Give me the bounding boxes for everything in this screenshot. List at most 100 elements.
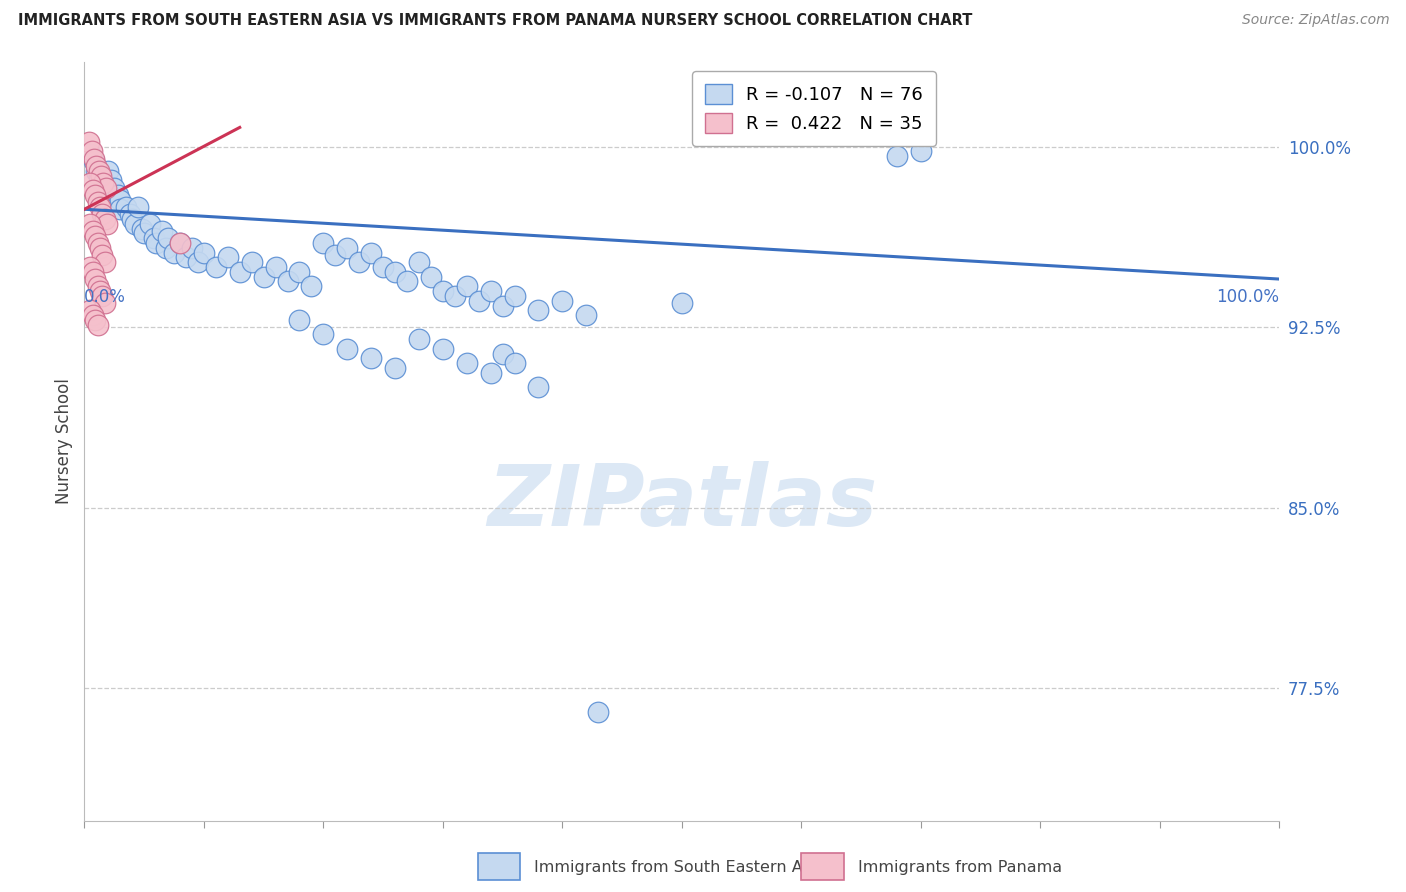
Point xyxy=(169,235,191,250)
Point xyxy=(86,159,108,173)
Point xyxy=(94,180,117,194)
Point xyxy=(86,235,108,250)
Point xyxy=(456,356,478,370)
Point xyxy=(205,260,228,274)
Point xyxy=(360,245,382,260)
Point xyxy=(142,231,165,245)
Point xyxy=(89,284,111,298)
Point xyxy=(384,361,406,376)
Point xyxy=(288,265,311,279)
Point xyxy=(127,200,149,214)
Point xyxy=(492,299,515,313)
Point xyxy=(93,176,115,190)
Point xyxy=(181,241,204,255)
Point xyxy=(408,255,430,269)
Point xyxy=(100,173,122,187)
Point xyxy=(551,293,574,308)
Point xyxy=(83,154,105,169)
Point xyxy=(82,224,104,238)
Point xyxy=(132,227,156,241)
Text: Immigrants from Panama: Immigrants from Panama xyxy=(858,860,1062,874)
Point xyxy=(420,269,443,284)
Point xyxy=(336,241,359,255)
Text: Source: ZipAtlas.com: Source: ZipAtlas.com xyxy=(1241,13,1389,28)
Point xyxy=(84,187,107,202)
Point xyxy=(79,303,101,318)
Point xyxy=(103,180,125,194)
Point xyxy=(91,207,114,221)
Point xyxy=(124,217,146,231)
Point xyxy=(288,313,311,327)
Text: 100.0%: 100.0% xyxy=(1216,288,1279,306)
Point xyxy=(492,347,515,361)
Point xyxy=(110,202,132,217)
Point xyxy=(575,308,598,322)
Point xyxy=(145,235,167,250)
Point xyxy=(264,260,287,274)
Point xyxy=(86,279,108,293)
Point xyxy=(93,296,115,310)
Point xyxy=(588,706,610,720)
Point xyxy=(503,289,526,303)
Point xyxy=(193,245,215,260)
Point xyxy=(157,231,180,245)
Point xyxy=(527,380,550,394)
Point xyxy=(79,217,101,231)
Point xyxy=(253,269,276,284)
Point xyxy=(479,366,502,380)
Point xyxy=(82,183,104,197)
Point xyxy=(444,289,467,303)
Point xyxy=(107,187,129,202)
Point xyxy=(118,207,141,221)
Point xyxy=(527,303,550,318)
Point xyxy=(121,211,143,226)
Point xyxy=(84,228,107,243)
Point xyxy=(83,152,105,166)
Point xyxy=(886,149,908,163)
Point xyxy=(80,145,103,159)
Point xyxy=(432,342,454,356)
Point xyxy=(384,265,406,279)
Point xyxy=(174,251,197,265)
Point xyxy=(432,284,454,298)
Point xyxy=(86,318,108,332)
Point xyxy=(312,327,335,342)
Point xyxy=(360,351,382,366)
Point xyxy=(373,260,395,274)
Point xyxy=(93,255,115,269)
Point xyxy=(82,308,104,322)
Point xyxy=(110,193,132,207)
Point xyxy=(169,235,191,250)
Point xyxy=(229,265,252,279)
Point xyxy=(187,255,209,269)
Point xyxy=(910,145,932,159)
Point xyxy=(79,176,101,190)
Point xyxy=(91,289,114,303)
Point xyxy=(396,275,419,289)
Point xyxy=(155,241,177,255)
Text: 0.0%: 0.0% xyxy=(84,288,127,306)
Point xyxy=(139,217,162,231)
Point xyxy=(90,169,112,183)
Point xyxy=(131,221,153,235)
Point xyxy=(82,265,104,279)
Point xyxy=(325,248,347,262)
Legend: R = -0.107   N = 76, R =  0.422   N = 35: R = -0.107 N = 76, R = 0.422 N = 35 xyxy=(692,71,936,145)
Point xyxy=(408,332,430,346)
Point xyxy=(240,255,263,269)
Point xyxy=(86,195,108,210)
Point xyxy=(87,169,110,183)
Point xyxy=(87,163,110,178)
Point xyxy=(79,260,101,274)
Point xyxy=(115,200,138,214)
Point xyxy=(301,279,323,293)
Point xyxy=(312,235,335,250)
Point xyxy=(217,251,239,265)
Point xyxy=(277,275,299,289)
Point xyxy=(349,255,371,269)
Point xyxy=(91,248,114,262)
Point xyxy=(336,342,359,356)
Point xyxy=(93,211,115,226)
Point xyxy=(89,200,111,214)
Text: IMMIGRANTS FROM SOUTH EASTERN ASIA VS IMMIGRANTS FROM PANAMA NURSERY SCHOOL CORR: IMMIGRANTS FROM SOUTH EASTERN ASIA VS IM… xyxy=(18,13,973,29)
